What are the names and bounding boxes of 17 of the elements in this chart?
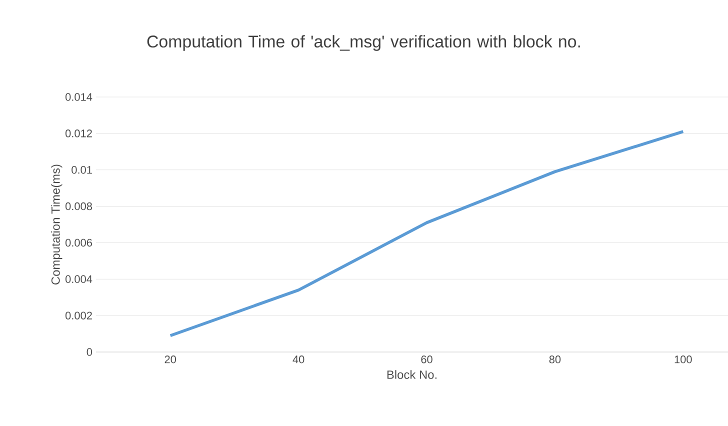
x-tick-label: 20 [164,356,176,364]
y-tick-label: 0.002 [65,312,92,320]
x-tick-label: 100 [674,356,692,364]
y-tick-label: 0.014 [65,93,92,101]
x-tick-label: 40 [292,356,304,364]
y-tick-label: 0.004 [65,275,92,284]
y-tick-label: 0.006 [65,238,92,247]
y-axis-title: Computation Time(ms) [51,164,62,284]
y-tick-label: 0.012 [65,130,92,138]
chart-title: Computation Time of 'ack_msg' verification with block no. [147,35,580,51]
x-tick-label: 80 [549,356,561,364]
y-tick-label: 0.008 [65,202,92,210]
x-tick-label: 60 [421,356,432,364]
x-axis-title: Block No. [387,370,436,379]
y-tick-label: 0.01 [72,166,92,174]
line-series [168,130,685,338]
y-tick-label: 0 [86,348,92,356]
